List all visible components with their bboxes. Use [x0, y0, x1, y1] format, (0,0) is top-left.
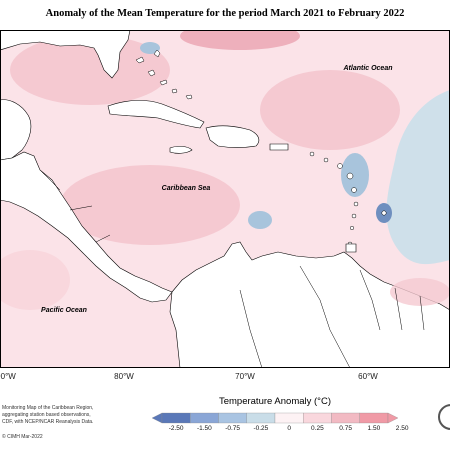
label-pacific-ocean: Pacific Ocean	[41, 307, 87, 314]
legend-color-cell	[359, 412, 389, 424]
legend-title: Temperature Anomaly (°C)	[218, 396, 332, 407]
legend-color-cell	[274, 412, 304, 424]
land-yucatan	[0, 99, 32, 161]
warm-anomaly-caribbean	[60, 165, 240, 245]
legend-colorbar	[151, 412, 399, 424]
warm-anomaly-guiana-shelf	[390, 278, 450, 306]
lon-label-70w: 70°W	[235, 372, 255, 381]
legend-tick-label: 1.50	[367, 425, 381, 432]
cool-anomaly-venezuela-coast	[248, 211, 272, 229]
lon-label-60w: 60°W	[358, 372, 378, 381]
legend-tick-label: 0	[287, 425, 291, 432]
lon-label-80w: 80°W	[114, 372, 134, 381]
warm-anomaly-pacific	[0, 250, 70, 310]
legend-color-cell	[303, 412, 332, 424]
land-hispaniola	[205, 125, 260, 148]
cool-anomaly-bahamas	[140, 42, 160, 54]
credit-line-2: aggregating station based observations,	[2, 412, 91, 418]
land-cuba	[107, 100, 205, 129]
credit-line-1: Monitoring Map of the Caribbean Region,	[2, 405, 94, 411]
credit-line-4: © CIMH Mar-2022	[2, 434, 43, 440]
warm-anomaly-gulf	[10, 35, 170, 105]
warm-anomaly-north	[180, 30, 300, 50]
cool-anomaly-atlantic	[386, 90, 450, 265]
legend-color-cell	[331, 412, 360, 424]
legend-extend-low	[151, 412, 163, 424]
land-florida	[0, 30, 131, 79]
map-panel: Atlantic Ocean Caribbean Sea Pacific Oce…	[0, 30, 450, 368]
land-central-america	[0, 151, 173, 303]
land-jamaica	[169, 145, 193, 154]
credit-line-3: CDF, with NCEP/NCAR Reanalysis Data.	[2, 419, 94, 425]
legend-tick-label: -0.25	[253, 425, 269, 432]
legend-color-cell	[246, 412, 276, 424]
legend-tick-label: -1.50	[196, 425, 212, 432]
cimh-logo-icon	[438, 404, 450, 430]
legend-color-cell	[161, 412, 191, 424]
land-trinidad	[345, 243, 357, 253]
cool-anomaly-antilles	[341, 153, 369, 197]
legend-tick-label: 2.50	[395, 425, 409, 432]
land-south-america	[169, 241, 450, 368]
label-atlantic-ocean: Atlantic Ocean	[342, 65, 392, 72]
legend-tick-label: -0.75	[225, 425, 241, 432]
lon-label-90w: 90°W	[0, 372, 16, 381]
land-bahamas	[135, 49, 193, 100]
label-caribbean-sea: Caribbean Sea	[162, 185, 211, 192]
legend-tick-label: 0.75	[339, 425, 352, 432]
map-title: Anomaly of the Mean Temperature for the …	[45, 8, 405, 19]
legend-tick-label: -2.50	[168, 425, 184, 432]
legend-tick-label: 0.25	[311, 425, 324, 432]
legend-color-cell	[218, 412, 247, 424]
country-borders	[39, 169, 425, 368]
warm-anomaly-east	[260, 70, 400, 150]
legend-extend-high	[387, 412, 399, 424]
land-puerto-rico	[269, 143, 289, 151]
legend-color-cell	[190, 412, 219, 424]
